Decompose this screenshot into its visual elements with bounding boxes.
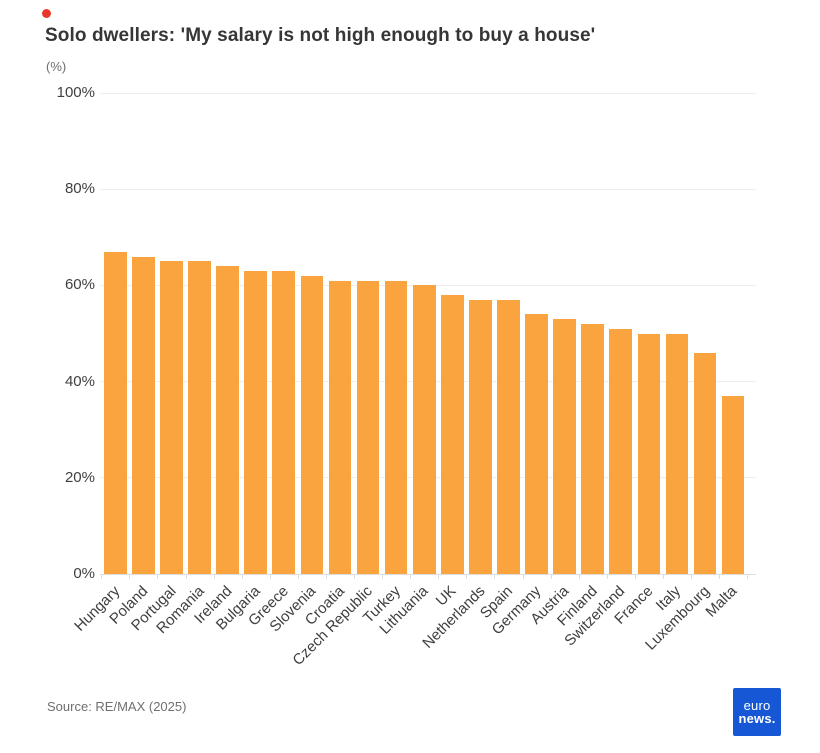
bar-greece[interactable] (272, 270, 296, 574)
bar-czech-republic[interactable] (356, 280, 380, 574)
x-axis-tick (157, 575, 159, 579)
x-axis-tick (606, 575, 608, 579)
bar-luxembourg[interactable] (693, 352, 717, 574)
x-axis-tick (269, 575, 271, 579)
bar-bulgaria[interactable] (244, 270, 268, 574)
x-axis-tick (550, 575, 552, 579)
bar-malta[interactable] (721, 396, 745, 574)
x-axis-tick (719, 575, 721, 579)
bar-turkey[interactable] (384, 280, 408, 574)
x-axis-tick (494, 575, 496, 579)
plot-area (100, 92, 756, 579)
x-axis-tick (634, 575, 636, 579)
y-axis-tick-label-80: 80% (64, 180, 95, 198)
gridline-0 (100, 573, 756, 575)
gridline-60 (100, 284, 756, 286)
gridline-100 (100, 92, 756, 94)
bar-spain[interactable] (497, 299, 520, 574)
bar-netherlands[interactable] (469, 299, 492, 574)
euronews-logo-text-news: news. (738, 710, 776, 726)
bar-france[interactable] (637, 333, 661, 574)
x-axis-tick (297, 575, 299, 579)
bar-switzerland[interactable] (609, 328, 633, 574)
bar-slovenia[interactable] (300, 275, 324, 574)
bar-poland[interactable] (132, 256, 155, 574)
bar-uk[interactable] (440, 295, 464, 574)
bar-ireland[interactable] (216, 266, 239, 574)
euronews-logo[interactable]: euro news. (733, 688, 781, 736)
chart-title: Solo dwellers: 'My salary is not high en… (45, 25, 596, 46)
x-axis-tick (466, 575, 468, 579)
y-axis-tick-label-0: 0% (73, 565, 95, 582)
euronews-logo-text-euro: euro (743, 697, 771, 713)
x-axis-tick (213, 575, 215, 579)
x-axis-tick (241, 575, 243, 579)
gridline-80 (100, 188, 756, 190)
x-axis-tick (438, 575, 440, 579)
bar-finland[interactable] (581, 323, 605, 574)
x-axis-tick (129, 575, 131, 579)
bar-hungary[interactable] (104, 251, 127, 574)
bar-romania[interactable] (188, 261, 211, 574)
y-axis-tick-label-100: 100% (56, 84, 95, 101)
y-axis-tick-label-20: 20% (64, 468, 95, 486)
x-axis-tick (354, 575, 356, 579)
x-axis-label-malta: Malta (702, 582, 741, 621)
x-axis-tick (747, 575, 749, 579)
x-axis-tick (410, 575, 412, 579)
bar-croatia[interactable] (328, 280, 352, 574)
source-text: Source: RE/MAX (2025) (47, 699, 187, 714)
bar-austria[interactable] (553, 319, 576, 574)
bar-lithuania[interactable] (412, 285, 436, 574)
y-axis-tick-label-40: 40% (64, 372, 95, 390)
x-axis-tick (325, 575, 327, 579)
chart-unit-label: (%) (46, 59, 67, 74)
x-axis-tick (382, 575, 384, 579)
bar-portugal[interactable] (160, 261, 183, 574)
x-axis-tick (578, 575, 580, 579)
bar-germany[interactable] (525, 314, 548, 574)
x-axis-tick (185, 575, 187, 579)
y-axis-tick-label-60: 60% (64, 276, 95, 294)
x-axis-tick (690, 575, 692, 579)
x-axis-tick (522, 575, 524, 579)
x-axis-tick (101, 575, 103, 579)
click-marker-dot (42, 9, 51, 18)
bar-italy[interactable] (665, 333, 689, 574)
x-axis-tick (662, 575, 664, 579)
